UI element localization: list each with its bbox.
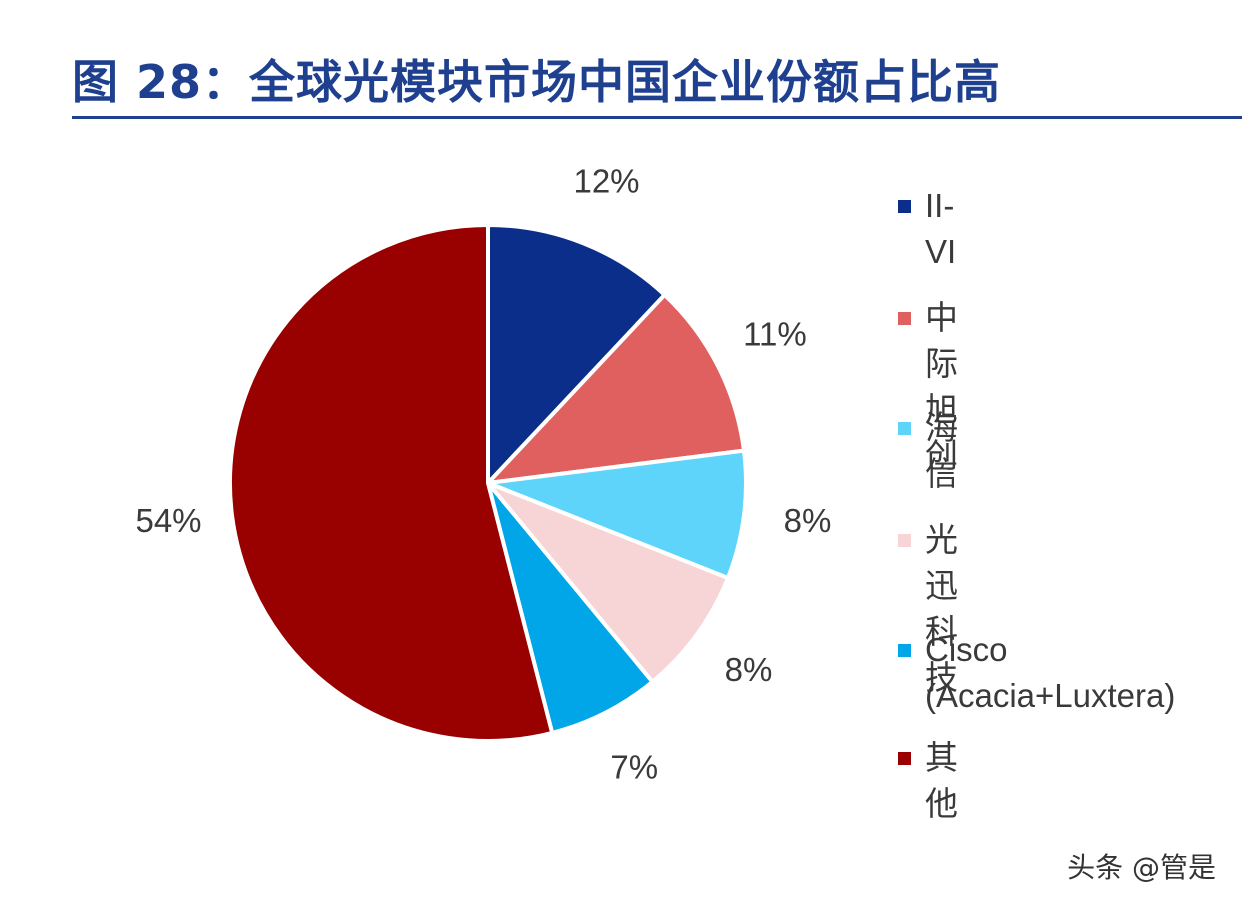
legend-item: 中际旭创 xyxy=(898,295,958,479)
legend-label: Cisco (Acacia+Luxtera) xyxy=(925,631,1176,714)
legend-label: 光迅科技 xyxy=(925,521,958,696)
pie-labels: 12% 11% 8% 8% 7% 54% xyxy=(135,162,831,785)
legend-label: 中际旭创 xyxy=(925,299,958,474)
slice-data-label: 11% xyxy=(743,316,807,353)
legend-item: Cisco (Acacia+Luxtera) xyxy=(898,627,1175,719)
legend-item: 光迅科技 xyxy=(898,517,958,701)
legend-item: 海信 xyxy=(898,405,958,497)
title-underline xyxy=(72,116,1242,119)
pie-slice xyxy=(486,448,748,580)
pie-slice xyxy=(486,223,667,485)
legend-swatch xyxy=(898,312,911,325)
legend-swatch xyxy=(898,644,911,657)
legend-swatch xyxy=(898,752,911,765)
pie-slices xyxy=(228,223,748,743)
chart-title: 图 28：全球光模块市场中国企业份额占比高 xyxy=(72,55,1002,109)
slice-data-label: 12% xyxy=(573,162,639,199)
slice-data-label: 7% xyxy=(610,749,658,786)
legend-label: 海信 xyxy=(925,409,958,492)
slice-data-label: 8% xyxy=(784,502,832,539)
slice-data-label: 8% xyxy=(725,651,773,688)
legend-label: 其他 xyxy=(925,739,958,822)
pie-slice xyxy=(486,481,730,684)
legend-swatch xyxy=(898,534,911,547)
pie-slice xyxy=(228,223,555,743)
pie-slice xyxy=(486,292,746,485)
pie-slice xyxy=(486,481,655,735)
legend-label: II-VI xyxy=(925,187,957,270)
legend-item: II-VI xyxy=(898,183,956,275)
slice-data-label: 54% xyxy=(135,502,201,539)
legend-swatch xyxy=(898,422,911,435)
watermark: 头条 @管是 xyxy=(1067,851,1216,884)
legend-swatch xyxy=(898,200,911,213)
legend-item: 其他 xyxy=(898,735,958,827)
